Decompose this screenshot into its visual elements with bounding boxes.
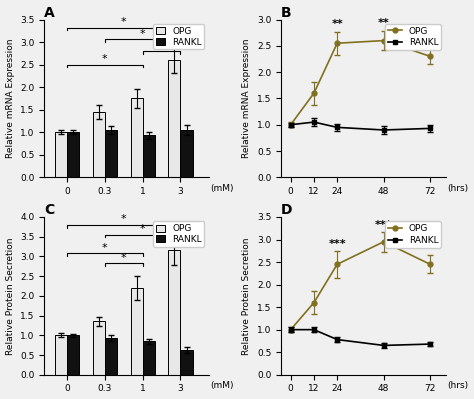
Text: *: * — [121, 253, 127, 263]
OPG — [427, 262, 433, 267]
Bar — [181, 350, 192, 375]
OPG — [381, 239, 386, 244]
Text: C: C — [44, 203, 55, 217]
OPG — [288, 122, 293, 127]
RANKL — [381, 343, 386, 348]
Text: ***: *** — [421, 244, 439, 254]
Text: *: * — [121, 17, 127, 27]
Bar — [168, 251, 181, 375]
Bar — [105, 338, 117, 375]
Text: *: * — [102, 243, 108, 253]
Legend: OPG, RANKL: OPG, RANKL — [385, 221, 441, 248]
Legend: OPG, RANKL: OPG, RANKL — [385, 24, 441, 50]
Text: **: ** — [378, 18, 390, 28]
RANKL — [427, 126, 433, 131]
Bar — [55, 335, 67, 375]
Text: (hrs): (hrs) — [447, 381, 468, 390]
RANKL — [311, 120, 317, 124]
OPG — [311, 300, 317, 305]
Text: ***: *** — [328, 239, 346, 249]
RANKL — [288, 122, 293, 127]
OPG — [334, 41, 340, 45]
Bar — [130, 288, 143, 375]
RANKL — [381, 128, 386, 132]
Text: (mM): (mM) — [210, 381, 234, 390]
Legend: OPG, RANKL: OPG, RANKL — [153, 24, 204, 49]
Text: *: * — [140, 29, 146, 39]
Text: A: A — [44, 6, 55, 20]
Bar — [55, 132, 67, 177]
Line: RANKL: RANKL — [288, 120, 433, 132]
Bar — [181, 130, 192, 177]
Bar — [67, 335, 79, 375]
Text: *: * — [159, 41, 164, 51]
Bar — [168, 60, 181, 177]
RANKL — [427, 342, 433, 346]
Text: **: ** — [424, 35, 436, 45]
Y-axis label: Relative mRNA Expression: Relative mRNA Expression — [6, 39, 15, 158]
OPG — [334, 262, 340, 267]
Y-axis label: Relative mRNA Expression: Relative mRNA Expression — [242, 39, 251, 158]
OPG — [288, 327, 293, 332]
Bar — [92, 322, 105, 375]
Bar — [130, 99, 143, 177]
RANKL — [288, 327, 293, 332]
Text: (hrs): (hrs) — [447, 184, 468, 193]
Line: OPG: OPG — [288, 38, 433, 127]
Bar — [67, 132, 79, 177]
Text: B: B — [281, 6, 292, 20]
Y-axis label: Relative Protein Secretion: Relative Protein Secretion — [242, 237, 251, 355]
Bar — [143, 341, 155, 375]
OPG — [427, 54, 433, 59]
OPG — [381, 38, 386, 43]
RANKL — [334, 125, 340, 130]
Line: RANKL: RANKL — [288, 327, 433, 348]
Text: **: ** — [331, 19, 343, 29]
Text: *: * — [102, 54, 108, 64]
Text: *: * — [140, 224, 146, 234]
Legend: OPG, RANKL: OPG, RANKL — [153, 221, 204, 247]
OPG — [311, 91, 317, 96]
Text: D: D — [281, 203, 292, 217]
Text: ***: *** — [375, 221, 392, 231]
Bar — [143, 135, 155, 177]
Text: *: * — [121, 215, 127, 225]
Line: OPG: OPG — [288, 239, 433, 332]
Text: (mM): (mM) — [210, 184, 234, 193]
RANKL — [311, 327, 317, 332]
Y-axis label: Relative Protein Secretion: Relative Protein Secretion — [6, 237, 15, 355]
Bar — [92, 112, 105, 177]
Bar — [105, 130, 117, 177]
RANKL — [334, 337, 340, 342]
